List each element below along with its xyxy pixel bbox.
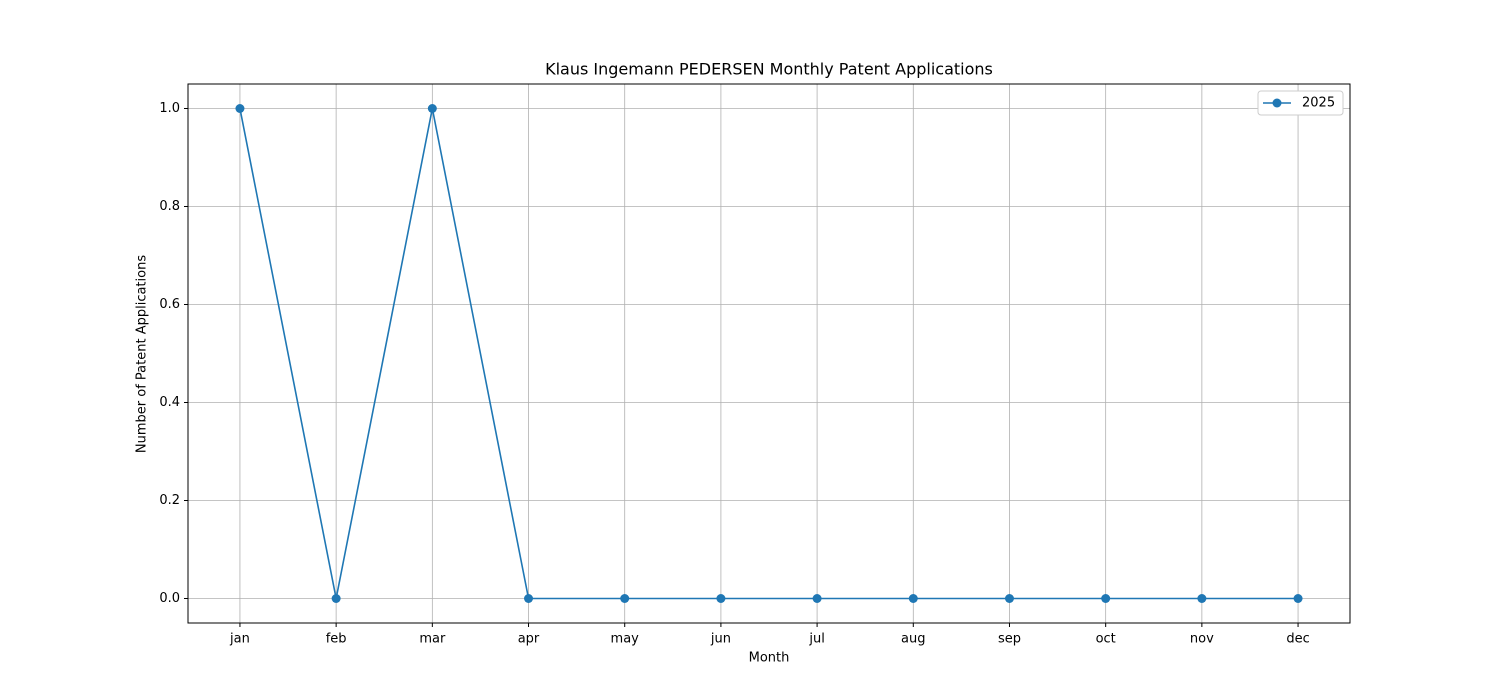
chart-title: Klaus Ingemann PEDERSEN Monthly Patent A…	[545, 60, 993, 79]
x-tick-label: jan	[229, 632, 250, 647]
y-axis-label: Number of Patent Applications	[135, 255, 150, 453]
x-tick-label: oct	[1096, 632, 1116, 647]
marker	[332, 594, 341, 603]
y-tick-label: 0.0	[159, 591, 180, 606]
legend-marker	[1273, 99, 1282, 108]
legend-label: 2025	[1302, 96, 1335, 111]
marker	[813, 594, 822, 603]
y-tick-label: 0.6	[159, 297, 180, 312]
marker	[235, 104, 244, 113]
x-tick-label: apr	[518, 632, 540, 647]
marker	[620, 594, 629, 603]
x-tick-label: jun	[710, 632, 731, 647]
chart: Klaus Ingemann PEDERSEN Monthly Patent A…	[0, 0, 1500, 700]
y-tick-label: 0.2	[159, 493, 180, 508]
marker	[1005, 594, 1014, 603]
y-tick-label: 1.0	[159, 101, 180, 116]
marker	[428, 104, 437, 113]
marker	[1101, 594, 1110, 603]
marker	[1197, 594, 1206, 603]
x-tick-label: jul	[808, 632, 824, 647]
marker	[716, 594, 725, 603]
marker	[1294, 594, 1303, 603]
marker	[909, 594, 918, 603]
x-tick-label: dec	[1286, 632, 1309, 647]
marker	[524, 594, 533, 603]
x-axis-label: Month	[749, 651, 790, 666]
x-tick-label: feb	[326, 632, 347, 647]
y-tick-label: 0.8	[159, 199, 180, 214]
x-tick-label: mar	[419, 632, 446, 647]
x-tick-label: aug	[901, 632, 925, 647]
y-tick-label: 0.4	[159, 395, 180, 410]
x-tick-label: sep	[998, 632, 1021, 647]
x-tick-label: may	[611, 632, 640, 647]
x-tick-label: nov	[1190, 632, 1214, 647]
